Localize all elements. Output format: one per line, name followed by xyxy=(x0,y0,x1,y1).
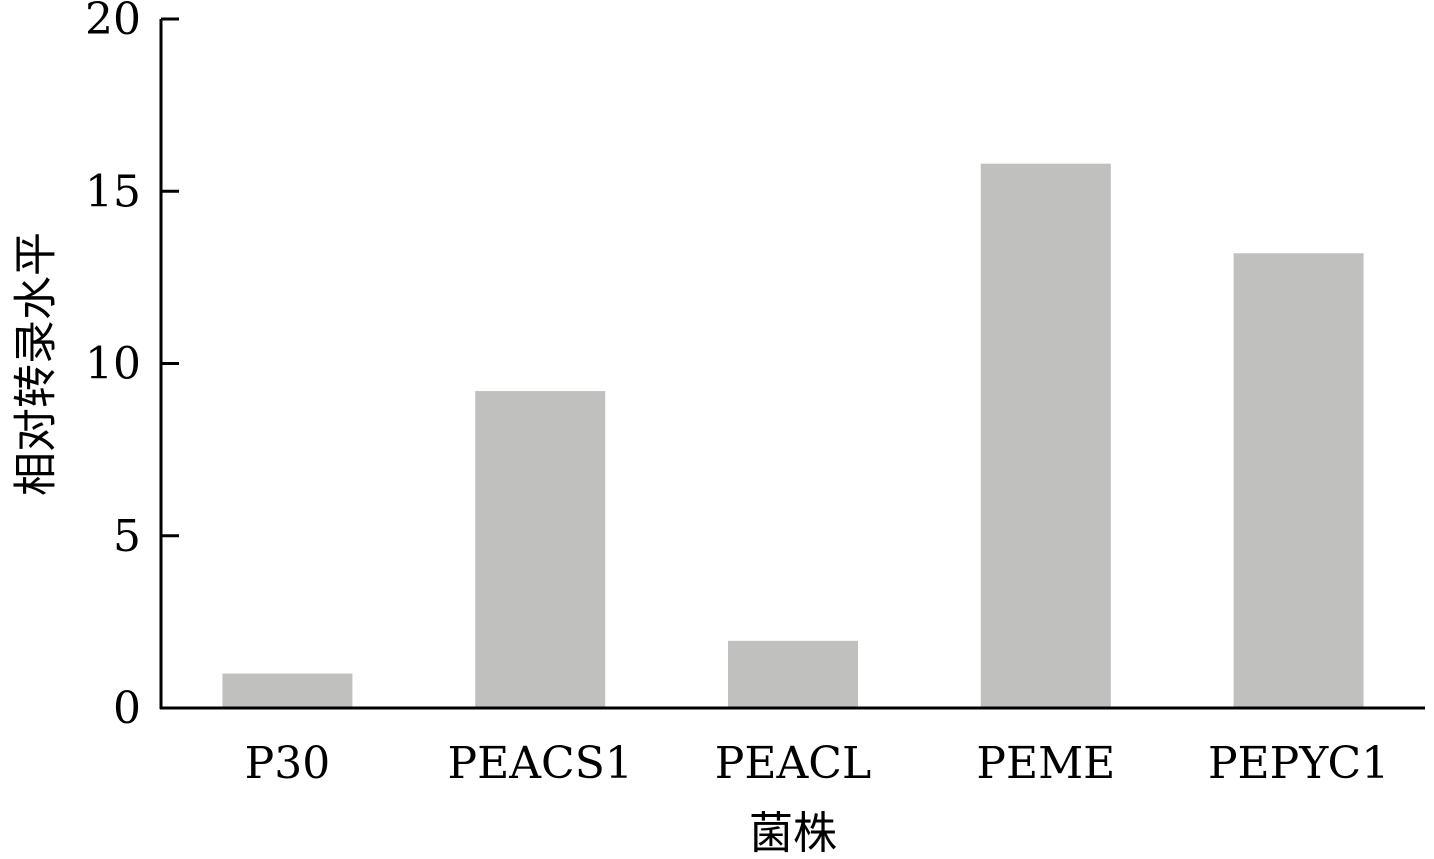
y-tick-label: 15 xyxy=(85,166,141,217)
y-ticks-group: 0 5 10 15 20 xyxy=(85,0,179,734)
bar-peme xyxy=(980,163,1111,708)
bar-p30 xyxy=(222,673,353,708)
y-tick-label: 20 xyxy=(85,0,141,45)
x-ticks-group: P30 PEACS1 PEACL PEME PEPYC1 xyxy=(245,738,1390,789)
y-axis-title: 相对转录水平 xyxy=(11,232,62,496)
x-tick-label: PEACS1 xyxy=(448,738,633,789)
y-tick-label: 0 xyxy=(113,683,141,734)
bar-pepyc1 xyxy=(1233,253,1364,708)
x-tick-label: PEACL xyxy=(715,738,871,789)
bar-peacl xyxy=(728,640,858,708)
x-tick-label: P30 xyxy=(245,738,331,789)
x-tick-label: PEPYC1 xyxy=(1208,738,1389,789)
y-tick-label: 10 xyxy=(85,339,141,390)
y-tick-label: 5 xyxy=(113,511,141,562)
x-axis-title: 菌株 xyxy=(749,808,837,859)
x-tick-label: PEME xyxy=(976,738,1115,789)
bar-peacs1 xyxy=(475,391,606,708)
bars-group xyxy=(222,163,1364,708)
